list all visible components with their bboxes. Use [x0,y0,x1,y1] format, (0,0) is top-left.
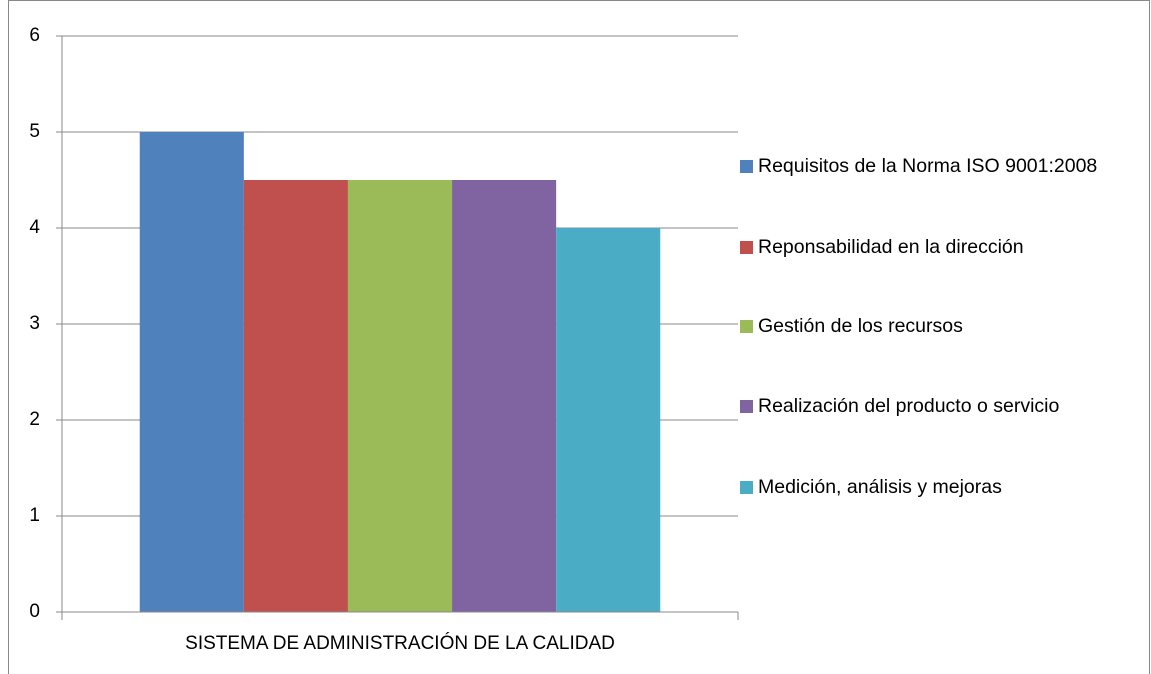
y-tick-label: 6 [29,25,40,46]
y-tick-label: 2 [29,409,40,430]
legend-swatch [740,320,753,333]
legend-item: Gestión de los recursos [740,310,1143,343]
legend-label: Gestión de los recursos [758,315,963,337]
bar [243,180,348,612]
y-tick-label: 1 [29,505,40,526]
x-tick-label: SISTEMA DE ADMINISTRACIÓN DE LA CALIDAD [185,632,615,654]
legend-swatch [740,400,753,413]
y-tick-label: 5 [29,121,40,142]
bar [556,228,661,612]
legend-label: Medición, análisis y mejoras [758,476,1002,498]
legend-label: Reponsabilidad en la dirección [758,236,1024,258]
legend-item: Medición, análisis y mejoras [740,471,1143,504]
legend-label: Realización del producto o servicio [758,395,1060,417]
chart-border [8,0,1150,674]
bar [452,180,557,612]
legend-swatch [740,481,753,494]
legend-item: Reponsabilidad en la dirección [740,231,1143,264]
legend-label: Requisitos de la Norma ISO 9001:2008 [758,155,1098,177]
legend-swatch [740,241,753,254]
bar [347,180,453,612]
y-tick-label: 3 [29,313,40,334]
legend-item: Requisitos de la Norma ISO 9001:2008 [740,150,1143,183]
legend-item: Realización del producto o servicio [740,390,1143,423]
bar [139,132,244,612]
legend-swatch [740,160,753,173]
y-tick-label: 4 [29,217,40,238]
y-tick-label: 0 [29,601,40,622]
